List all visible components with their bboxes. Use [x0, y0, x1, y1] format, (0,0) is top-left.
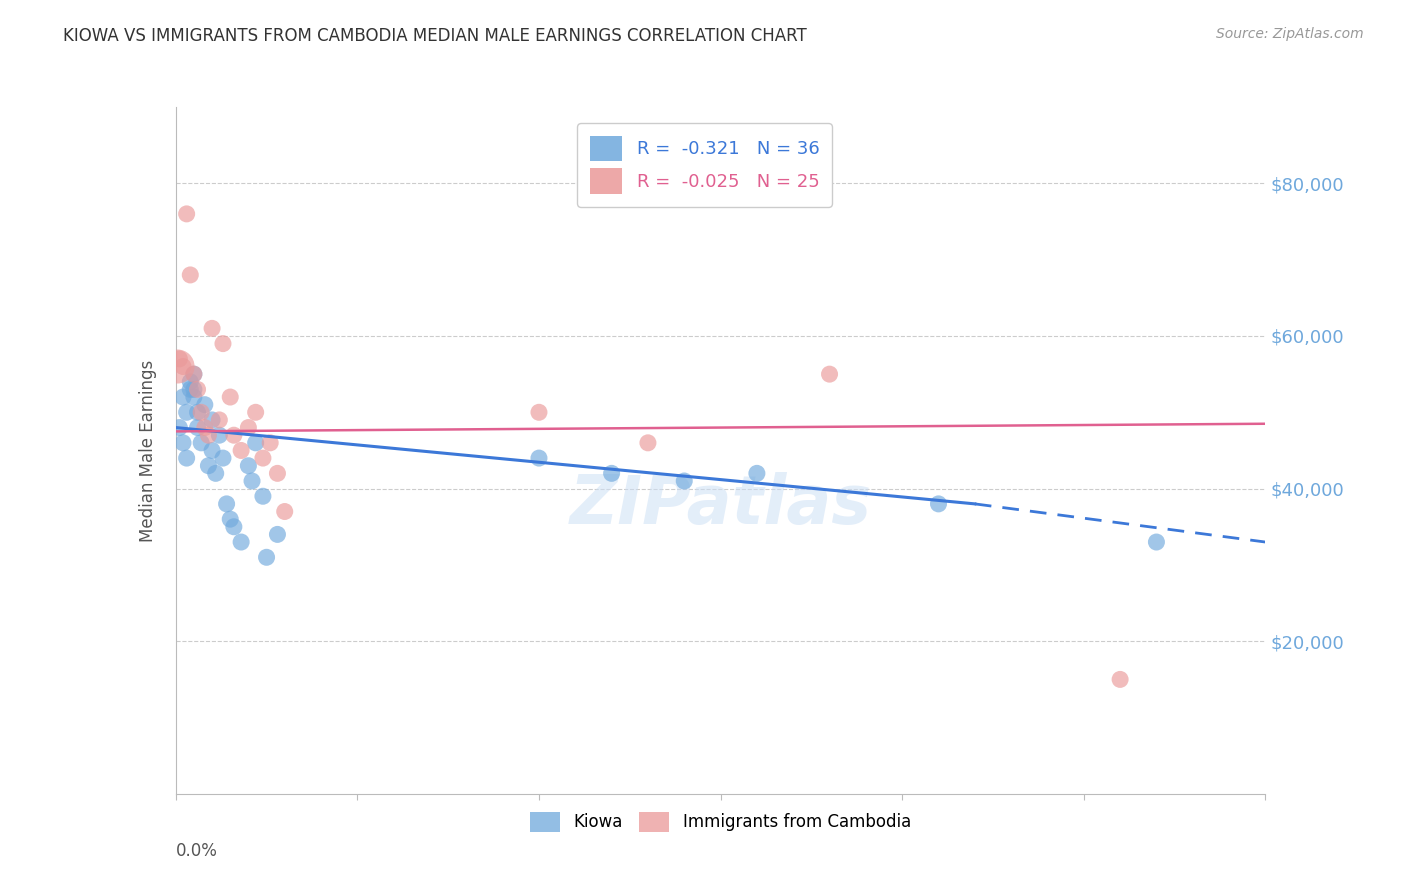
Point — [172, 435, 194, 450]
Point — [190, 405, 212, 419]
Point — [238, 420, 260, 434]
Point — [231, 535, 253, 549]
Point — [197, 458, 219, 473]
Point — [527, 451, 550, 466]
Point — [1146, 535, 1168, 549]
Point — [266, 527, 288, 541]
Point — [219, 512, 242, 526]
Text: Source: ZipAtlas.com: Source: ZipAtlas.com — [1216, 27, 1364, 41]
Point — [673, 474, 696, 488]
Point — [172, 359, 194, 374]
Point — [179, 375, 201, 389]
Point — [212, 451, 235, 466]
Point — [169, 351, 191, 366]
Point — [197, 428, 219, 442]
Point — [183, 383, 205, 397]
Point — [240, 474, 263, 488]
Point — [818, 367, 841, 381]
Legend: Kiowa, Immigrants from Cambodia: Kiowa, Immigrants from Cambodia — [522, 804, 920, 840]
Point — [256, 550, 278, 565]
Point — [204, 467, 226, 481]
Point — [186, 420, 209, 434]
Point — [222, 428, 245, 442]
Point — [179, 268, 201, 282]
Point — [231, 443, 253, 458]
Point — [166, 359, 188, 374]
Point — [245, 405, 267, 419]
Point — [183, 367, 205, 381]
Point — [928, 497, 950, 511]
Y-axis label: Median Male Earnings: Median Male Earnings — [139, 359, 157, 541]
Point — [201, 443, 224, 458]
Point — [1109, 673, 1132, 687]
Point — [190, 435, 212, 450]
Point — [212, 336, 235, 351]
Point — [252, 451, 274, 466]
Point — [186, 405, 209, 419]
Point — [266, 467, 288, 481]
Point — [208, 413, 231, 427]
Text: ZIPatlas: ZIPatlas — [569, 473, 872, 539]
Point — [176, 207, 198, 221]
Point — [176, 451, 198, 466]
Point — [194, 398, 217, 412]
Point — [259, 435, 281, 450]
Point — [201, 413, 224, 427]
Point — [183, 367, 205, 381]
Point — [183, 390, 205, 404]
Point — [527, 405, 550, 419]
Point — [186, 383, 209, 397]
Point — [274, 504, 297, 518]
Point — [600, 467, 623, 481]
Point — [169, 420, 191, 434]
Point — [179, 383, 201, 397]
Point — [238, 458, 260, 473]
Text: KIOWA VS IMMIGRANTS FROM CAMBODIA MEDIAN MALE EARNINGS CORRELATION CHART: KIOWA VS IMMIGRANTS FROM CAMBODIA MEDIAN… — [63, 27, 807, 45]
Point — [222, 520, 245, 534]
Point — [176, 405, 198, 419]
Point — [219, 390, 242, 404]
Point — [208, 428, 231, 442]
Point — [637, 435, 659, 450]
Point — [215, 497, 238, 511]
Point — [252, 489, 274, 503]
Point — [194, 420, 217, 434]
Point — [745, 467, 768, 481]
Point — [172, 390, 194, 404]
Point — [201, 321, 224, 335]
Point — [245, 435, 267, 450]
Text: 0.0%: 0.0% — [176, 842, 218, 860]
